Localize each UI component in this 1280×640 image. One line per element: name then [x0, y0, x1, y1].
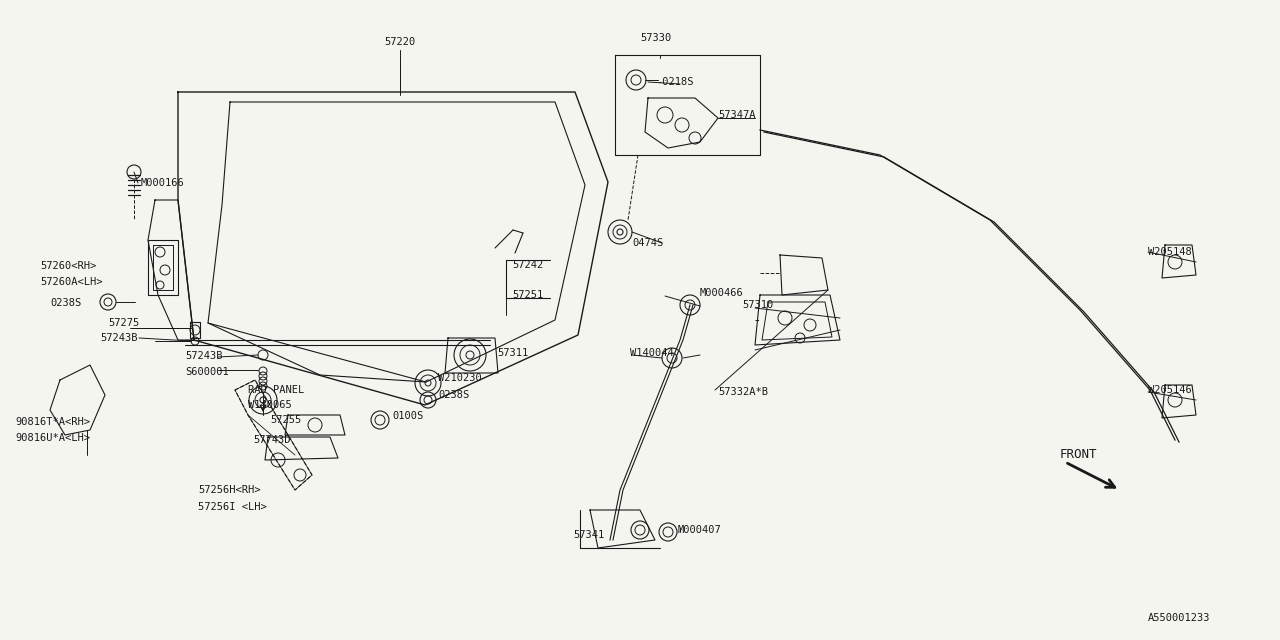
- Text: M000166: M000166: [141, 178, 184, 188]
- Text: 57220: 57220: [384, 37, 416, 47]
- Text: 57311: 57311: [497, 348, 529, 358]
- Text: W205148: W205148: [1148, 247, 1192, 257]
- Text: W210230: W210230: [438, 373, 481, 383]
- Text: RAD PANEL: RAD PANEL: [248, 385, 305, 395]
- Text: W140065: W140065: [248, 400, 292, 410]
- Text: 57260A<LH>: 57260A<LH>: [40, 277, 102, 287]
- Text: 0474S: 0474S: [632, 238, 663, 248]
- Text: 57255: 57255: [270, 415, 301, 425]
- Text: 90816T*A<RH>: 90816T*A<RH>: [15, 417, 90, 427]
- Text: 57275: 57275: [108, 318, 140, 328]
- Text: W205146: W205146: [1148, 385, 1192, 395]
- Text: 57256H<RH>: 57256H<RH>: [198, 485, 261, 495]
- Text: 57332A*B: 57332A*B: [718, 387, 768, 397]
- Text: 57310: 57310: [742, 300, 773, 310]
- Text: 57256I <LH>: 57256I <LH>: [198, 502, 266, 512]
- Text: 57242: 57242: [512, 260, 543, 270]
- Text: 0238S: 0238S: [438, 390, 470, 400]
- Text: 57341: 57341: [573, 530, 604, 540]
- Text: M000407: M000407: [678, 525, 722, 535]
- Text: 57243B: 57243B: [186, 351, 223, 361]
- Text: 57347A: 57347A: [718, 110, 755, 120]
- Text: 0238S: 0238S: [50, 298, 81, 308]
- Text: -0218S: -0218S: [657, 77, 694, 87]
- Text: 57260<RH>: 57260<RH>: [40, 261, 96, 271]
- Text: M000466: M000466: [700, 288, 744, 298]
- Text: 57743D: 57743D: [253, 435, 291, 445]
- Text: 57243B: 57243B: [100, 333, 137, 343]
- Text: S600001: S600001: [186, 367, 229, 377]
- Text: A550001233: A550001233: [1148, 613, 1211, 623]
- Text: W140044: W140044: [630, 348, 673, 358]
- Text: FRONT: FRONT: [1060, 449, 1097, 461]
- Text: 57330: 57330: [640, 33, 671, 43]
- Text: 0100S: 0100S: [392, 411, 424, 421]
- Text: 90816U*A<LH>: 90816U*A<LH>: [15, 433, 90, 443]
- Text: 57251: 57251: [512, 290, 543, 300]
